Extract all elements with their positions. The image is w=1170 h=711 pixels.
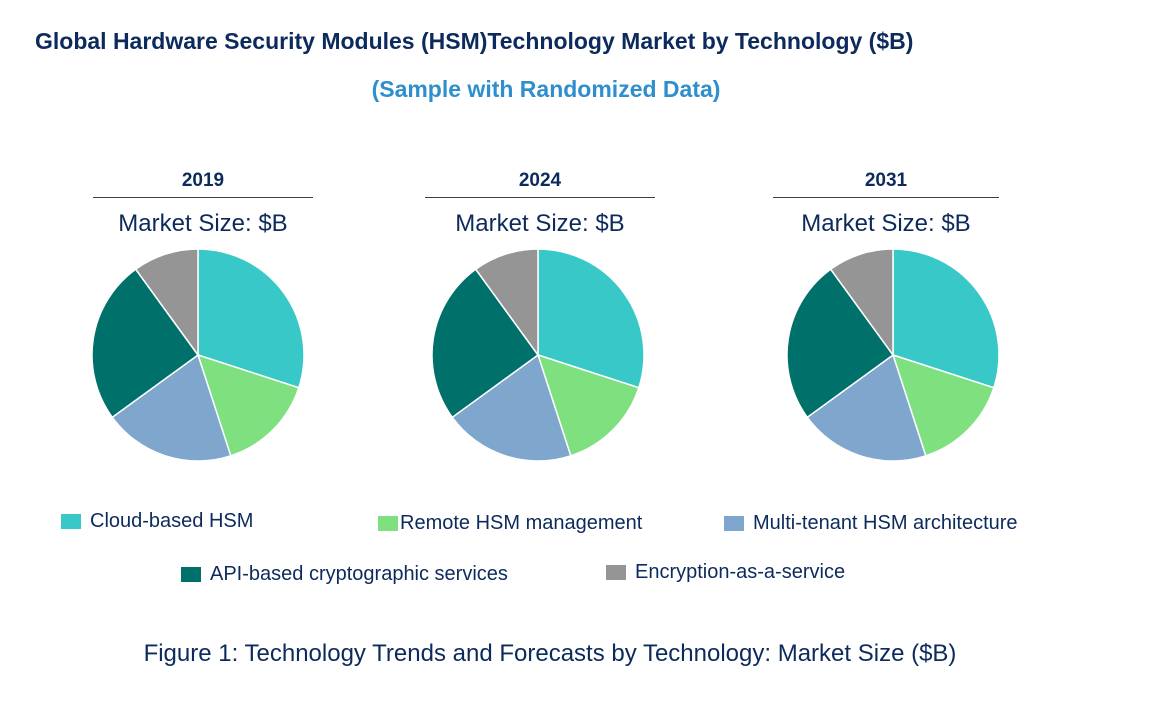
- legend-label: Encryption-as-a-service: [635, 561, 846, 583]
- legend-label: Cloud-based HSM: [90, 510, 254, 532]
- pie-slice-multi-tenant-hsm-architecture: [806, 353, 927, 462]
- pie-slice-api-based-cryptographic-services: [786, 268, 895, 419]
- pie-chart-2031: [786, 248, 1000, 462]
- pie-year-2019: 2019: [181, 170, 225, 191]
- pie-slice-encryption-as-a-service: [829, 248, 894, 358]
- pie-slice-encryption-as-a-service: [474, 248, 539, 358]
- legend-item-encryption-as-a-service: Encryption-as-a-service: [606, 561, 845, 584]
- chart-title: Global Hardware Security Modules (HSM)Te…: [35, 28, 914, 54]
- chart-subtitle: (Sample with Randomized Data): [371, 76, 721, 102]
- pie-year-2031: 2031: [864, 170, 908, 191]
- legend-item-cloud-based-hsm: Cloud-based HSM: [61, 510, 253, 533]
- legend-item-api-based-cryptographic-services: API-based cryptographic services: [181, 563, 508, 586]
- pie-slice-cloud-based-hsm: [197, 248, 305, 389]
- pie-chart-2019: [91, 248, 305, 462]
- legend-swatch: [181, 567, 201, 582]
- pie-slice-cloud-based-hsm: [537, 248, 645, 389]
- market-size-label: Market Size: $B: [118, 210, 288, 237]
- pie-slice-encryption-as-a-service: [134, 248, 199, 358]
- pie-chart-2024: [431, 248, 645, 462]
- pie-year-2024: 2024: [518, 170, 562, 191]
- legend-item-remote-hsm-management: Remote HSM management: [378, 512, 642, 535]
- pie-slice-multi-tenant-hsm-architecture: [451, 353, 572, 462]
- legend-swatch: [724, 516, 744, 531]
- legend-swatch: [378, 516, 398, 531]
- legend-item-multi-tenant-hsm-architecture: Multi-tenant HSM architecture: [724, 512, 1018, 535]
- legend-label: Remote HSM management: [400, 512, 643, 534]
- pie-slice-api-based-cryptographic-services: [431, 268, 540, 419]
- pie-slice-multi-tenant-hsm-architecture: [111, 353, 232, 462]
- year-divider: [93, 197, 313, 198]
- pie-slice-cloud-based-hsm: [892, 248, 1000, 389]
- pie-slice-api-based-cryptographic-services: [91, 268, 200, 419]
- legend-label: Multi-tenant HSM architecture: [753, 512, 1018, 534]
- legend-swatch: [606, 565, 626, 580]
- legend-label: API-based cryptographic services: [210, 563, 508, 585]
- year-divider: [773, 197, 999, 198]
- market-size-label: Market Size: $B: [455, 210, 625, 237]
- legend-swatch: [61, 514, 81, 529]
- year-divider: [425, 197, 655, 198]
- market-size-label: Market Size: $B: [801, 210, 971, 237]
- figure-caption: Figure 1: Technology Trends and Forecast…: [143, 640, 957, 667]
